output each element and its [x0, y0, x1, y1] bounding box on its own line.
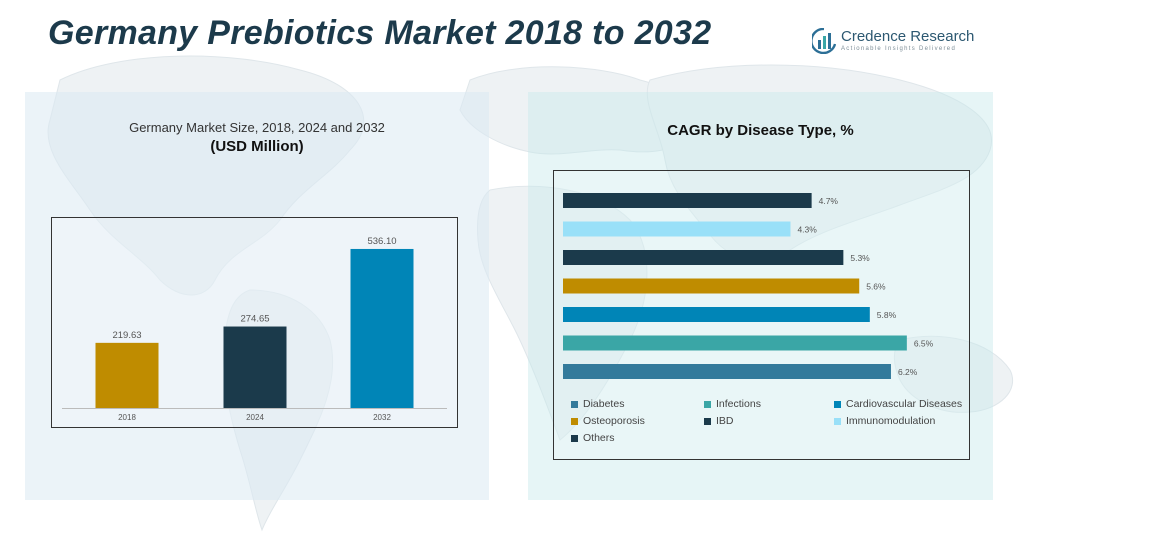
legend-item-diabetes: Diabetes	[571, 398, 624, 410]
market-size-bar-chart: 219.63 2018 274.65 2024 536.10 2032	[62, 236, 447, 422]
page-title-main: Germany Prebiotics Market	[48, 14, 496, 52]
legend-swatch	[834, 417, 841, 425]
page-title: Germany Prebiotics Market 2018 to 2032	[48, 14, 711, 53]
legend-swatch	[571, 400, 578, 408]
hbar-cardiovascular-diseases	[563, 307, 870, 322]
hbar-osteoporosis	[563, 278, 860, 294]
cagr-bar-chart: 4.7% 4.3% 5.3% 5.6% 5.8% 6.5% 6.2%	[563, 193, 934, 379]
market-size-chart-frame: 219.63 2018 274.65 2024 536.10 2032	[51, 217, 458, 428]
market-size-chart-title: Germany Market Size, 2018, 2024 and 2032	[129, 120, 385, 135]
cagr-panel	[528, 92, 993, 500]
hbar-ibd	[563, 250, 844, 265]
legend-swatch	[704, 400, 711, 408]
bar-2032	[350, 248, 414, 408]
hbar-infections	[563, 335, 907, 351]
hbar-value-label-diabetes: 6.2%	[898, 367, 918, 377]
legend-label: Diabetes	[583, 398, 625, 410]
x-tick-label-2032: 2032	[373, 413, 391, 422]
logo-name: Credence Research	[841, 28, 975, 45]
legend-label: Others	[583, 432, 615, 444]
x-tick-label-2024: 2024	[246, 413, 264, 422]
legend-label: Infections	[716, 398, 761, 410]
logo-tagline: Actionable Insights Delivered	[841, 46, 957, 52]
legend-swatch	[704, 417, 711, 425]
hbar-value-label-cardiovascular-diseases: 5.8%	[877, 310, 897, 320]
data-label-2032: 536.10	[367, 236, 396, 247]
cagr-legend: Diabetes Infections Cardiovascular Disease…	[571, 398, 967, 452]
legend-label: Immunomodulation	[846, 415, 936, 427]
legend-label: Osteoporosis	[583, 415, 645, 427]
hbar-immunomodulation	[563, 221, 791, 237]
logo-mark-icon	[812, 28, 836, 54]
legend-item-others: Others	[571, 432, 615, 444]
bar-2018	[95, 342, 159, 408]
credence-research-logo: Credence Research Actionable Insights De…	[812, 26, 974, 56]
x-tick-label-2018: 2018	[118, 413, 136, 422]
cagr-chart-title: CAGR by Disease Type, %	[667, 122, 854, 139]
legend-label: IBD	[716, 415, 734, 427]
hbar-diabetes	[563, 364, 891, 379]
hbar-value-label-infections: 6.5%	[914, 339, 934, 349]
legend-item-immunomodulation: Immunomodulation	[834, 415, 935, 427]
legend-item-osteoporosis: Osteoporosis	[571, 415, 645, 427]
legend-item-cardiovascular-diseases: Cardiovascular Diseases	[834, 398, 962, 410]
market-size-chart-subtitle: (USD Million)	[210, 138, 304, 155]
legend-swatch	[571, 434, 578, 442]
hbar-value-label-others: 4.7%	[819, 196, 839, 206]
hbar-value-label-ibd: 5.3%	[850, 253, 870, 263]
bar-2024	[223, 326, 287, 408]
legend-swatch	[834, 400, 841, 408]
hbar-value-label-osteoporosis: 5.6%	[866, 282, 886, 292]
hbar-value-label-immunomodulation: 4.3%	[797, 225, 817, 235]
legend-label: Cardiovascular Diseases	[846, 398, 963, 410]
legend-swatch	[571, 417, 578, 425]
legend-item-ibd: IBD	[704, 415, 734, 427]
data-label-2024: 274.65	[240, 314, 269, 325]
legend-item-infections: Infections	[704, 398, 761, 410]
data-label-2018: 219.63	[112, 330, 141, 341]
cagr-chart-frame: 4.7% 4.3% 5.3% 5.6% 5.8% 6.5% 6.2%	[553, 170, 970, 460]
page-title-years: 2018 to 2032	[505, 14, 712, 52]
hbar-others	[563, 193, 812, 208]
